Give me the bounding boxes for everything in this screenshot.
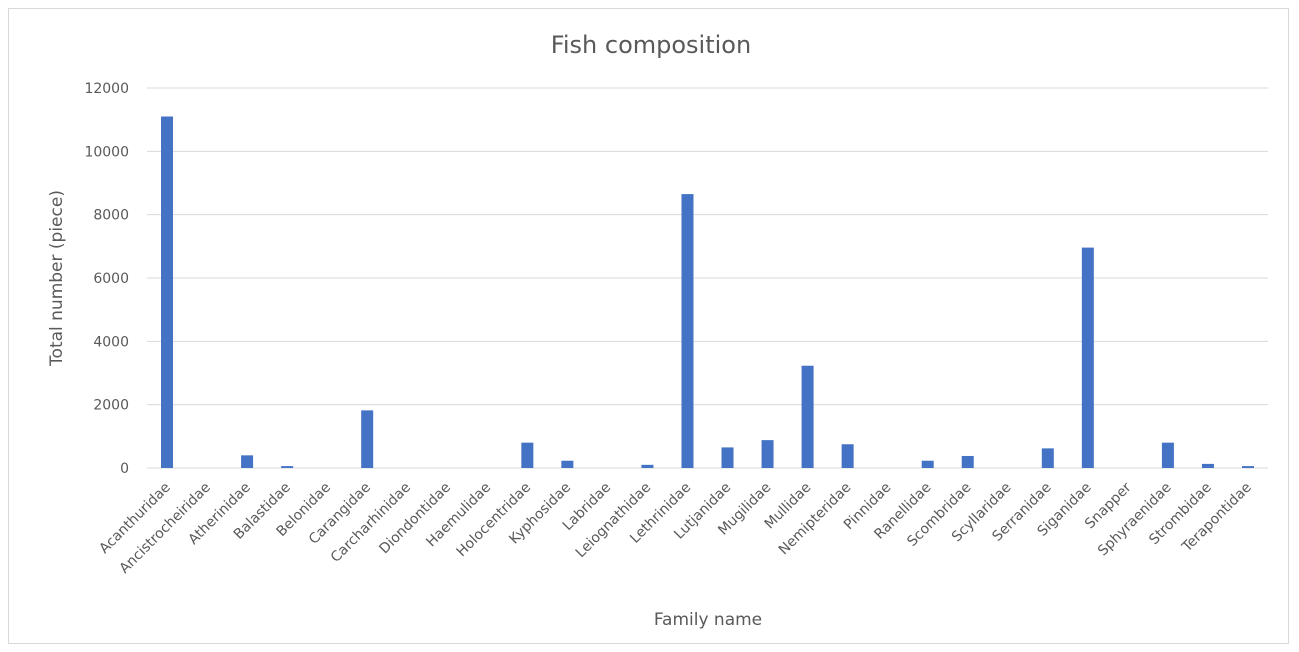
- bar-lutjanidae: [722, 447, 734, 468]
- bar-nemipteridae: [842, 444, 854, 468]
- bar-terapontidae: [1242, 466, 1254, 468]
- y-axis-title: Total number (piece): [47, 190, 67, 367]
- bar-serranidae: [1042, 448, 1054, 468]
- bar-mugilidae: [762, 440, 774, 468]
- bar-balastidae: [281, 466, 293, 468]
- x-axis-title: Family name: [654, 610, 762, 630]
- bars: [161, 117, 1254, 469]
- x-tick-label: Terapontidae: [1179, 480, 1255, 556]
- y-tick-label: 10000: [84, 144, 129, 160]
- bar-leiognathidae: [641, 465, 653, 468]
- bar-scombridae: [962, 456, 974, 468]
- y-axis-ticks: 0 2000 4000 6000 8000 10000 12000: [84, 81, 129, 477]
- y-tick-label: 8000: [93, 208, 129, 224]
- bar-atherinidae: [241, 455, 253, 468]
- bar-lethrinidae: [681, 194, 693, 468]
- gridlines: [147, 88, 1268, 468]
- chart-title: Fish composition: [551, 31, 751, 59]
- bar-acanthuridae: [161, 117, 173, 469]
- y-tick-label: 4000: [93, 334, 129, 350]
- y-tick-label: 6000: [93, 271, 129, 287]
- y-tick-label: 0: [120, 461, 129, 477]
- bar-sphyraenidae: [1162, 443, 1174, 468]
- x-tick-label: Acanthuridae: [96, 480, 173, 557]
- bar-mullidae: [802, 366, 814, 468]
- bar-holocentridae: [521, 443, 533, 468]
- y-tick-label: 12000: [84, 81, 129, 97]
- bar-kyphosidae: [561, 461, 573, 468]
- bar-ranellidae: [922, 461, 934, 468]
- y-tick-label: 2000: [93, 398, 129, 414]
- bar-siganidae: [1082, 248, 1094, 468]
- bar-strombidae: [1202, 464, 1214, 468]
- x-axis-ticks: AcanthuridaeAncistrocheiridaeAtherinidae…: [96, 479, 1254, 576]
- x-tick-label: Diondontidae: [376, 480, 454, 558]
- bar-carangidae: [361, 410, 373, 468]
